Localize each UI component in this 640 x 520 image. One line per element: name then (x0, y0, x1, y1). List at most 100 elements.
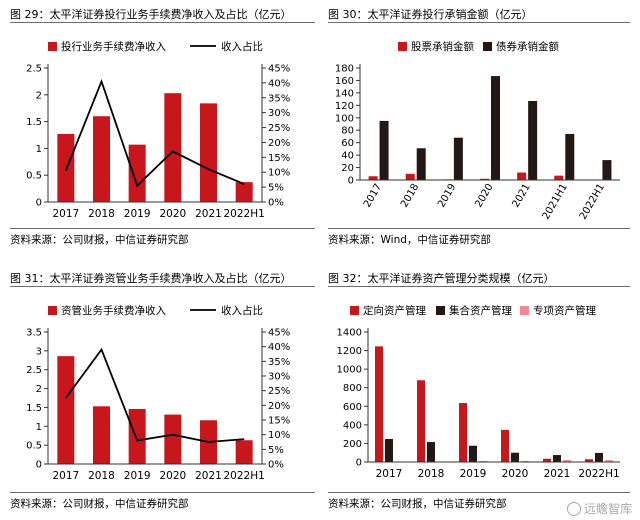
legend-label: 收入占比 (221, 304, 263, 317)
y2-tick-label: 0% (268, 460, 284, 471)
y-tick-label: 0 (36, 198, 42, 209)
bar (469, 445, 477, 462)
y-tick-label: 120 (335, 101, 354, 112)
y2-tick-label: 25% (268, 386, 290, 397)
y-tick-label: 1000 (337, 365, 362, 376)
title-rule (10, 286, 315, 287)
y2-tick-label: 40% (268, 342, 290, 353)
x-tick-label: 2017 (376, 468, 403, 480)
x-tick-label: 2022H1 (578, 182, 607, 222)
title-rule (10, 22, 315, 23)
y-tick-label: 1.5 (26, 403, 42, 414)
bar (416, 148, 426, 180)
y2-tick-label: 5% (268, 445, 284, 456)
chart-title: 图 29：太平洋证券投行业务手续费净收入及占比（亿元） (10, 8, 292, 21)
bar (543, 458, 551, 462)
chart-panel-30: 图 30：太平洋证券投行承销金额（亿元） 股票承销金额 债券承销金额 0 20 40 60… (328, 6, 630, 250)
y2-tick-label: 35% (268, 357, 290, 368)
bar (128, 408, 146, 464)
bar (459, 403, 467, 462)
bar (235, 182, 253, 202)
bar (385, 438, 393, 462)
bar (93, 116, 110, 202)
y-tick-label: 3 (36, 346, 42, 357)
chart-source: 资料来源：公司财报，中信证券研究部 (10, 498, 189, 510)
bar (517, 172, 527, 180)
series-line (64, 78, 245, 188)
legend-label: 专项资产管理 (533, 304, 596, 317)
legend-label: 集合资产管理 (449, 304, 512, 317)
y-tick-label: 800 (343, 383, 362, 394)
y2-tick-label: 35% (268, 93, 290, 104)
x-tick-label: 2021 (510, 182, 532, 210)
chart-source: 资料来源：公司财报，中信证券研究部 (10, 234, 189, 246)
y-tick-label: 180 (335, 64, 354, 75)
y-tick-label: 1200 (337, 346, 362, 357)
y2-tick-label: 10% (268, 168, 290, 179)
legend-swatch (520, 306, 529, 315)
source-rule (328, 228, 630, 229)
y-tick-label: 200 (343, 439, 362, 450)
y-tick-label: 0.5 (26, 171, 42, 182)
bar (491, 76, 500, 180)
y2-tick-label: 10% (268, 430, 290, 441)
legend-label: 投行业务手续费净收入 (61, 40, 166, 53)
y-tick-label: 0 (348, 176, 354, 187)
bar (164, 414, 182, 464)
x-tick-label: 2020 (473, 182, 495, 210)
chart-source: 资料来源：公司财报，中信证券研究部 (328, 498, 507, 510)
chart-title: 图 31：太平洋证券资管业务手续费净收入及占比（亿元） (10, 272, 292, 285)
bar (200, 103, 217, 202)
y-tick-label: 2.5 (26, 64, 42, 75)
bar (595, 452, 603, 462)
y-tick-label: 1.5 (26, 117, 42, 128)
y-tick-label: 60 (341, 138, 354, 149)
y2-tick-label: 45% (268, 64, 290, 75)
x-tick-label: 2022H1 (224, 208, 265, 220)
bar (528, 100, 538, 180)
y2-tick-label: 20% (268, 138, 290, 149)
watermark-logo-icon (566, 501, 581, 516)
chart-source: 资料来源：Wind，中信证券研究部 (328, 234, 491, 246)
bar (554, 175, 564, 180)
bar (453, 137, 463, 180)
y-tick-label: 140 (335, 88, 354, 99)
y2-tick-label: 20% (268, 401, 290, 412)
x-tick-label: 2018 (399, 182, 421, 210)
x-tick-label: 2021 (544, 468, 571, 480)
bar (553, 455, 561, 462)
x-tick-label: 2020 (159, 208, 186, 220)
bar (405, 173, 415, 180)
x-tick-label: 2021H1 (541, 182, 570, 222)
bar (93, 406, 110, 464)
bar (565, 133, 575, 180)
y-tick-label: 1 (36, 144, 42, 155)
y-tick-label: 20 (341, 163, 354, 174)
bar (480, 178, 489, 180)
x-tick-label: 2019 (460, 468, 487, 480)
bar (164, 93, 182, 202)
watermark: 远瞻智库 (566, 500, 632, 517)
y2-tick-label: 15% (268, 416, 290, 427)
x-tick-label: 2019 (124, 470, 151, 482)
legend-swatch (350, 306, 359, 315)
legend-swatch (48, 42, 57, 51)
y-tick-label: 1 (36, 422, 42, 433)
bar (128, 144, 146, 202)
y2-tick-label: 5% (268, 183, 284, 194)
y-tick-label: 3.5 (26, 328, 42, 339)
x-tick-label: 2021 (195, 208, 222, 220)
legend-label: 债券承销金额 (496, 40, 559, 53)
y2-tick-label: 45% (268, 328, 290, 339)
y-tick-label: 2 (36, 384, 42, 395)
chart-title: 图 30：太平洋证券投行承销金额（亿元） (328, 8, 533, 21)
source-rule (10, 228, 315, 229)
x-tick-label: 2020 (502, 468, 529, 480)
x-tick-label: 2018 (418, 468, 445, 480)
x-tick-label: 2017 (52, 208, 79, 220)
watermark-text: 远瞻智库 (583, 502, 632, 516)
bar (501, 429, 509, 462)
x-tick-label: 2019 (436, 182, 458, 210)
bar (585, 459, 593, 462)
